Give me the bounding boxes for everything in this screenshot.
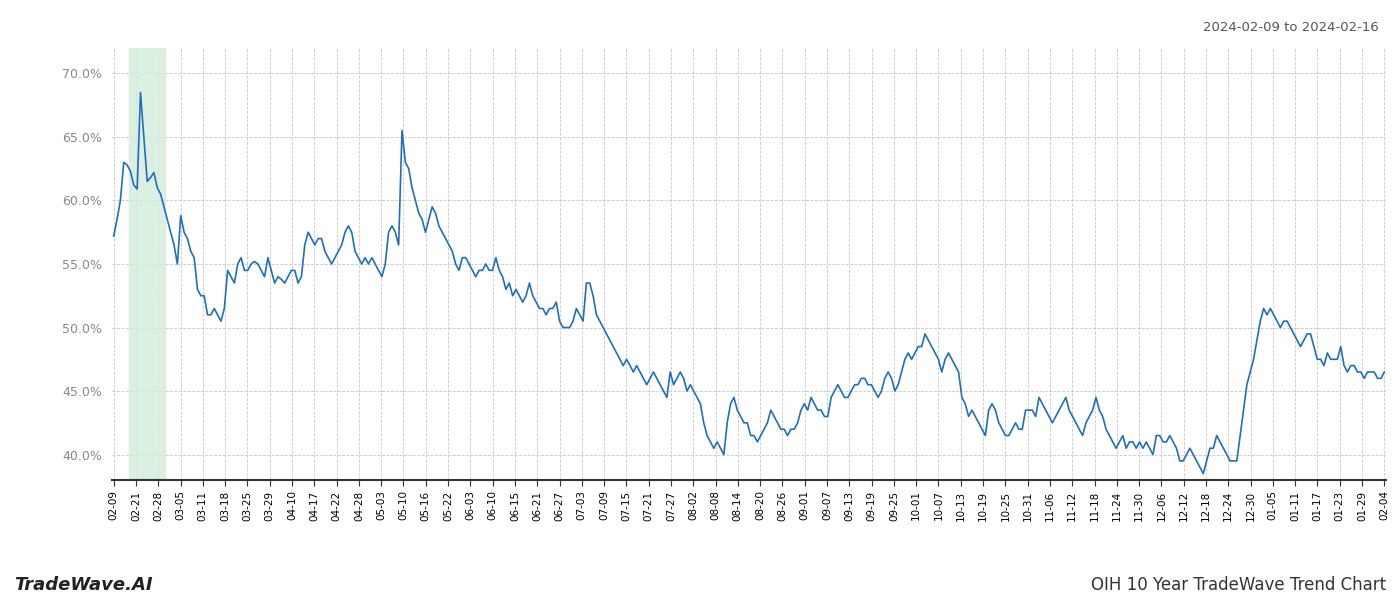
Text: OIH 10 Year TradeWave Trend Chart: OIH 10 Year TradeWave Trend Chart (1091, 576, 1386, 594)
Text: TradeWave.AI: TradeWave.AI (14, 576, 153, 594)
Bar (129, 48, 165, 480)
Text: 2024-02-09 to 2024-02-16: 2024-02-09 to 2024-02-16 (1203, 21, 1379, 34)
